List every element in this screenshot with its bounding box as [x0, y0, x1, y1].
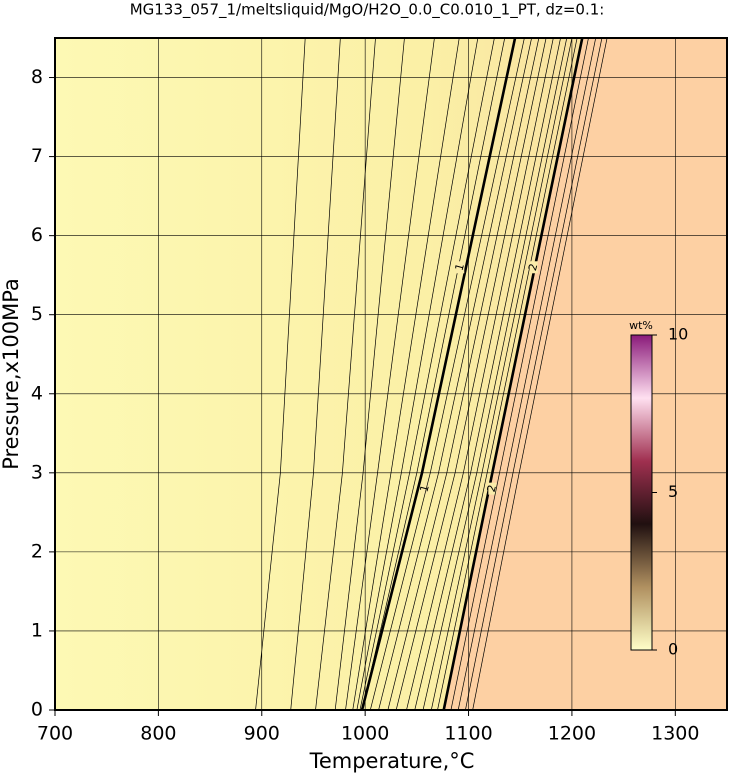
- contour-label-bg: [488, 482, 497, 495]
- contour-line: [457, 38, 597, 710]
- contour-label-group: 1: [453, 261, 467, 274]
- contour-line: [414, 38, 561, 710]
- colorbar-tick-label: 10: [668, 325, 688, 344]
- x-tick-label: 700: [37, 723, 73, 745]
- contour-line: [290, 38, 341, 710]
- contour-line: [450, 38, 589, 710]
- x-tick-label: 1200: [548, 723, 596, 745]
- contour-line: [334, 38, 405, 710]
- chart-title: MG133_057_1/meltsliquid/MgO/H2O_0.0_C0.0…: [130, 1, 605, 20]
- contour-label: 2: [526, 262, 540, 272]
- y-tick-label: 5: [31, 303, 43, 325]
- contour-line: [472, 38, 608, 710]
- contour-label-bg: [529, 261, 538, 274]
- x-tick-label: 1100: [444, 723, 492, 745]
- contour-line: [422, 38, 568, 710]
- contour-line: [465, 38, 603, 710]
- x-tick-label: 1000: [341, 723, 389, 745]
- contour-label-group: 2: [485, 482, 499, 495]
- contour-line: [315, 38, 376, 710]
- contour-line: [387, 38, 540, 710]
- contour-label-group: 2: [526, 261, 540, 274]
- colorbar-tick-label: 0: [668, 640, 678, 659]
- y-tick-label: 8: [31, 66, 43, 88]
- contour-label: 1: [417, 483, 431, 493]
- y-tick-label: 4: [31, 382, 43, 404]
- x-axis-label: Temperature,°C: [309, 749, 475, 773]
- contour-line: [352, 38, 460, 710]
- x-tick-label: 1300: [651, 723, 699, 745]
- colorbar-title: wt%: [629, 319, 653, 332]
- contour-line: [345, 38, 435, 710]
- contour-label-group: 1: [417, 482, 432, 495]
- y-axis-label: Pressure,x100MPa: [0, 278, 23, 470]
- colorbar-tick-label: 5: [668, 482, 678, 501]
- y-tick-label: 3: [31, 461, 43, 483]
- contour-line: [406, 38, 554, 710]
- colorbar: wt% 0 5 10: [629, 319, 688, 659]
- x-tick-label: 900: [244, 723, 280, 745]
- region-fill: [443, 38, 727, 710]
- y-tick-label: 0: [31, 699, 43, 721]
- colorbar-scale: [630, 334, 653, 651]
- contour-line: [255, 38, 306, 710]
- contour-label: 1: [453, 262, 467, 272]
- contour-line: [378, 38, 532, 710]
- contour-line: [430, 38, 573, 710]
- contour-label-bg: [421, 482, 430, 495]
- contour-label-bg: [456, 261, 465, 274]
- plot-frame: [54, 37, 728, 711]
- contour-line: [359, 38, 495, 710]
- contour-line: [442, 38, 584, 710]
- plot-area: 1 1 2 2: [55, 38, 727, 710]
- contour-line: [369, 38, 525, 710]
- contour-line: [356, 38, 479, 710]
- y-tick-label: 7: [31, 145, 43, 167]
- x-tick-label: 800: [140, 723, 176, 745]
- contour-line: [395, 38, 547, 710]
- contour-line: [361, 38, 506, 710]
- contour-line: [360, 38, 517, 710]
- y-tick-label: 1: [31, 619, 43, 641]
- y-tick-label: 2: [31, 540, 43, 562]
- contour-line: [437, 38, 578, 710]
- contour-label: 2: [485, 483, 499, 493]
- y-tick-label: 6: [31, 224, 43, 246]
